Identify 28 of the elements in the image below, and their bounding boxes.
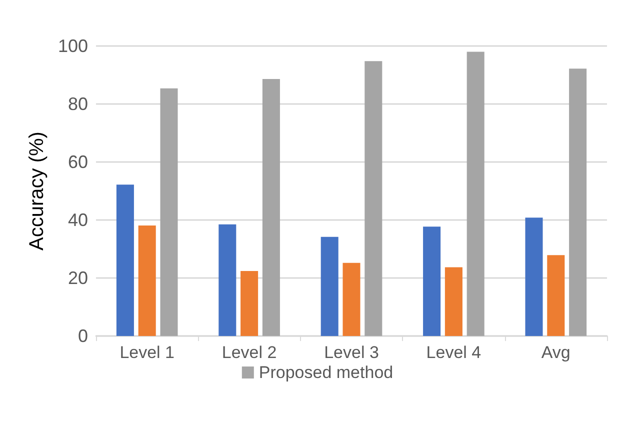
bar: [262, 79, 280, 336]
bar: [569, 68, 587, 336]
bar: [466, 52, 484, 336]
bar: [160, 88, 178, 336]
y-tick-label: 60: [68, 152, 88, 172]
legend-label: Proposed method: [258, 363, 394, 382]
bar: [364, 61, 382, 336]
x-tick-label: Level 4: [426, 343, 482, 362]
y-tick-label: 40: [68, 210, 88, 230]
bar: [240, 271, 258, 336]
x-tick-label: Level 3: [324, 343, 379, 362]
bar: [320, 236, 338, 336]
y-tick-label: 100: [58, 36, 88, 56]
bar: [423, 226, 441, 336]
bar: [218, 224, 236, 336]
x-tick-label: Level 1: [120, 343, 175, 362]
bar: [525, 218, 543, 336]
y-tick-label: 80: [68, 94, 88, 114]
x-tick-label: Avg: [541, 343, 570, 362]
x-tick-label: Level 2: [222, 343, 277, 362]
y-axis-title: Accuracy (%): [26, 132, 48, 250]
bar: [342, 262, 360, 336]
bar: [444, 267, 462, 336]
bar: [138, 226, 156, 336]
y-tick-label: 0: [78, 326, 88, 346]
bar: [116, 184, 134, 336]
bar: [547, 255, 565, 336]
y-tick-label: 20: [68, 268, 88, 288]
